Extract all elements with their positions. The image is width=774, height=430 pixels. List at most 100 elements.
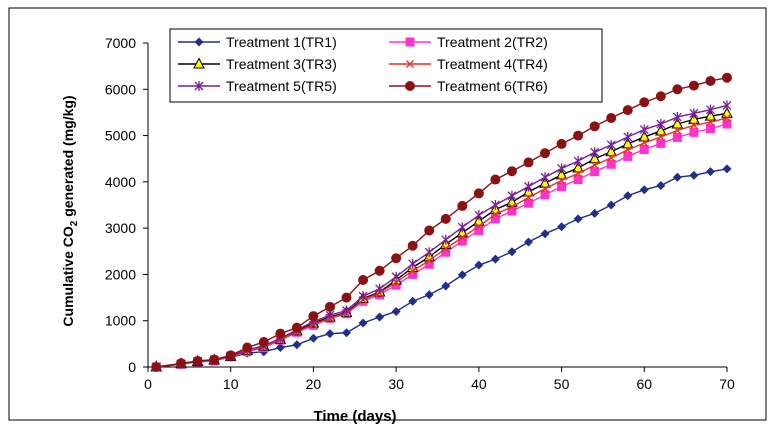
y-tick-label: 7000 bbox=[105, 35, 136, 51]
data-point bbox=[425, 256, 434, 265]
data-point bbox=[540, 172, 550, 183]
data-point bbox=[539, 176, 551, 188]
data-point bbox=[606, 112, 617, 123]
data-point bbox=[375, 283, 385, 294]
y-tick-label: 5000 bbox=[105, 128, 136, 144]
legend-label: Treatment 3(TR3) bbox=[226, 56, 337, 72]
data-point bbox=[588, 152, 601, 164]
legend-marker bbox=[405, 37, 415, 47]
data-point bbox=[656, 133, 665, 141]
legend-item-5: Treatment 5(TR5) bbox=[178, 78, 337, 94]
data-point bbox=[391, 306, 401, 316]
data-point bbox=[424, 225, 435, 236]
data-point bbox=[541, 184, 549, 193]
data-point bbox=[557, 181, 567, 191]
data-point bbox=[192, 355, 203, 366]
data-point bbox=[242, 342, 253, 353]
legend-item-1: Treatment 1(TR1) bbox=[178, 34, 337, 50]
data-point bbox=[507, 190, 517, 201]
data-point bbox=[457, 222, 467, 233]
x-tick-label: 50 bbox=[554, 376, 570, 392]
data-point bbox=[640, 139, 649, 147]
data-point bbox=[722, 72, 732, 83]
data-point bbox=[705, 124, 715, 134]
data-point bbox=[705, 75, 716, 86]
data-point bbox=[341, 292, 352, 303]
legend-item-6: Treatment 6(TR6) bbox=[389, 78, 548, 94]
data-point bbox=[574, 169, 583, 178]
y-tick-label: 4000 bbox=[105, 174, 136, 190]
data-point bbox=[308, 333, 318, 343]
data-point bbox=[722, 119, 732, 129]
data-point bbox=[639, 97, 650, 108]
data-point bbox=[689, 108, 699, 119]
data-point bbox=[441, 244, 450, 253]
data-point bbox=[573, 175, 583, 185]
data-point bbox=[325, 329, 335, 339]
data-point bbox=[507, 206, 517, 216]
data-point bbox=[639, 124, 649, 135]
data-point bbox=[275, 343, 285, 353]
x-axis-ticks: 0 10 20 30 40 50 60 70 bbox=[144, 367, 735, 392]
data-point bbox=[606, 200, 616, 210]
y-tick-label: 2000 bbox=[105, 266, 136, 282]
legend-marker bbox=[405, 81, 415, 91]
data-point bbox=[655, 91, 666, 102]
data-point bbox=[557, 222, 567, 232]
data-point bbox=[151, 362, 162, 372]
y-axis-label-part2: generated (mg/kg) bbox=[60, 95, 76, 220]
data-point bbox=[424, 259, 434, 269]
data-point bbox=[623, 145, 632, 154]
x-tick-label: 40 bbox=[471, 376, 487, 392]
legend-marker bbox=[406, 60, 414, 68]
x-tick-label: 70 bbox=[719, 376, 735, 392]
data-point bbox=[556, 138, 567, 149]
data-point bbox=[606, 139, 616, 150]
legend-item-2: Treatment 2(TR2) bbox=[389, 34, 548, 50]
data-point bbox=[573, 156, 583, 167]
legend-marker bbox=[194, 81, 204, 91]
data-point bbox=[457, 270, 467, 280]
data-point bbox=[689, 170, 699, 180]
data-point bbox=[623, 151, 633, 161]
data-point bbox=[490, 254, 500, 264]
data-point bbox=[622, 105, 633, 116]
data-point bbox=[324, 301, 335, 312]
y-tick-label: 0 bbox=[128, 359, 136, 375]
data-point bbox=[557, 163, 567, 174]
y-tick-label: 3000 bbox=[105, 220, 136, 236]
data-point bbox=[722, 164, 732, 174]
data-point bbox=[358, 291, 368, 302]
data-point bbox=[689, 127, 699, 137]
data-point bbox=[507, 202, 516, 211]
data-point bbox=[672, 112, 682, 123]
data-point bbox=[457, 200, 468, 211]
data-point bbox=[408, 269, 418, 279]
x-axis-label: Time (days) bbox=[313, 408, 396, 425]
legend: Treatment 1(TR1) Treatment 2(TR2) Treatmen… bbox=[169, 28, 603, 103]
data-point bbox=[573, 130, 584, 141]
data-point bbox=[671, 117, 684, 129]
data-point bbox=[291, 322, 302, 333]
data-point bbox=[705, 167, 715, 177]
data-point bbox=[606, 159, 616, 169]
data-point bbox=[590, 208, 600, 218]
data-point bbox=[540, 148, 551, 159]
data-point bbox=[722, 100, 732, 111]
data-point bbox=[490, 174, 501, 185]
x-tick-label: 0 bbox=[144, 376, 152, 392]
x-tick-label: 60 bbox=[636, 376, 652, 392]
data-point bbox=[441, 281, 451, 291]
data-point bbox=[441, 247, 451, 257]
legend-item-4: Treatment 4(TR4) bbox=[389, 56, 548, 72]
data-point bbox=[573, 214, 583, 224]
data-point bbox=[688, 80, 699, 91]
data-point bbox=[342, 305, 351, 316]
legend-label: Treatment 6(TR6) bbox=[437, 78, 548, 94]
data-point bbox=[374, 265, 385, 276]
legend-label: Treatment 5(TR5) bbox=[226, 78, 337, 94]
data-point bbox=[672, 172, 682, 182]
data-point bbox=[704, 109, 717, 121]
